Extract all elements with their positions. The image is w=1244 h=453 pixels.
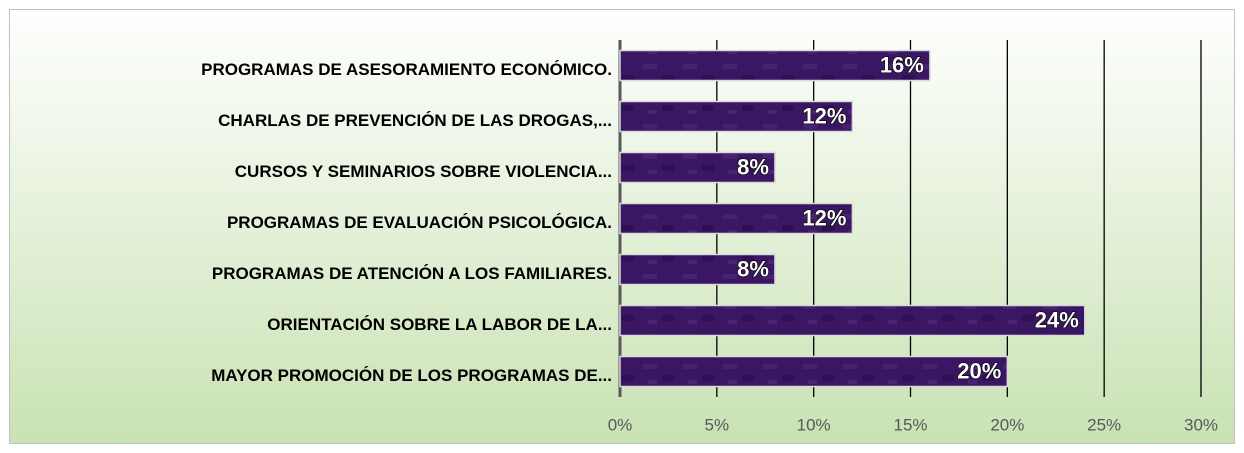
bar — [619, 253, 776, 286]
value-label: 24% — [1035, 307, 1079, 332]
value-label: 12% — [802, 205, 846, 230]
bar — [619, 100, 854, 133]
x-tick-label: 25% — [1087, 415, 1121, 434]
y-tick-label: PROGRAMAS DE ATENCIÓN A LOS FAMILIARES. — [212, 264, 612, 283]
bar — [619, 202, 854, 235]
value-label: 8% — [737, 256, 769, 281]
y-tick-label: CURSOS Y SEMINARIOS SOBRE VIOLENCIA... — [235, 162, 612, 181]
x-tick-label: 15% — [893, 415, 927, 434]
x-tick-label: 5% — [705, 415, 730, 434]
value-label: 20% — [957, 358, 1001, 383]
y-tick-label: PROGRAMAS DE EVALUACIÓN PSICOLÓGICA. — [227, 213, 612, 232]
bar — [619, 304, 1086, 337]
y-tick-label: CHARLAS DE PREVENCIÓN DE LAS DROGAS,... — [218, 111, 612, 130]
y-tick-label: ORIENTACIÓN SOBRE LA LABOR DE LA... — [267, 315, 612, 334]
value-label: 8% — [737, 154, 769, 179]
x-tick-label: 20% — [990, 415, 1024, 434]
value-label: 16% — [880, 52, 924, 77]
y-tick-label: PROGRAMAS DE ASESORAMIENTO ECONÓMICO. — [201, 60, 612, 79]
x-tick-label: 10% — [797, 415, 831, 434]
bar — [619, 49, 931, 82]
y-tick-label: MAYOR PROMOCIÓN DE LOS PROGRAMAS DE... — [211, 366, 612, 385]
x-tick-label: 30% — [1184, 415, 1218, 434]
bar — [619, 355, 1009, 388]
value-label: 12% — [802, 103, 846, 128]
x-tick-label: 0% — [608, 415, 633, 434]
bar — [619, 151, 776, 184]
